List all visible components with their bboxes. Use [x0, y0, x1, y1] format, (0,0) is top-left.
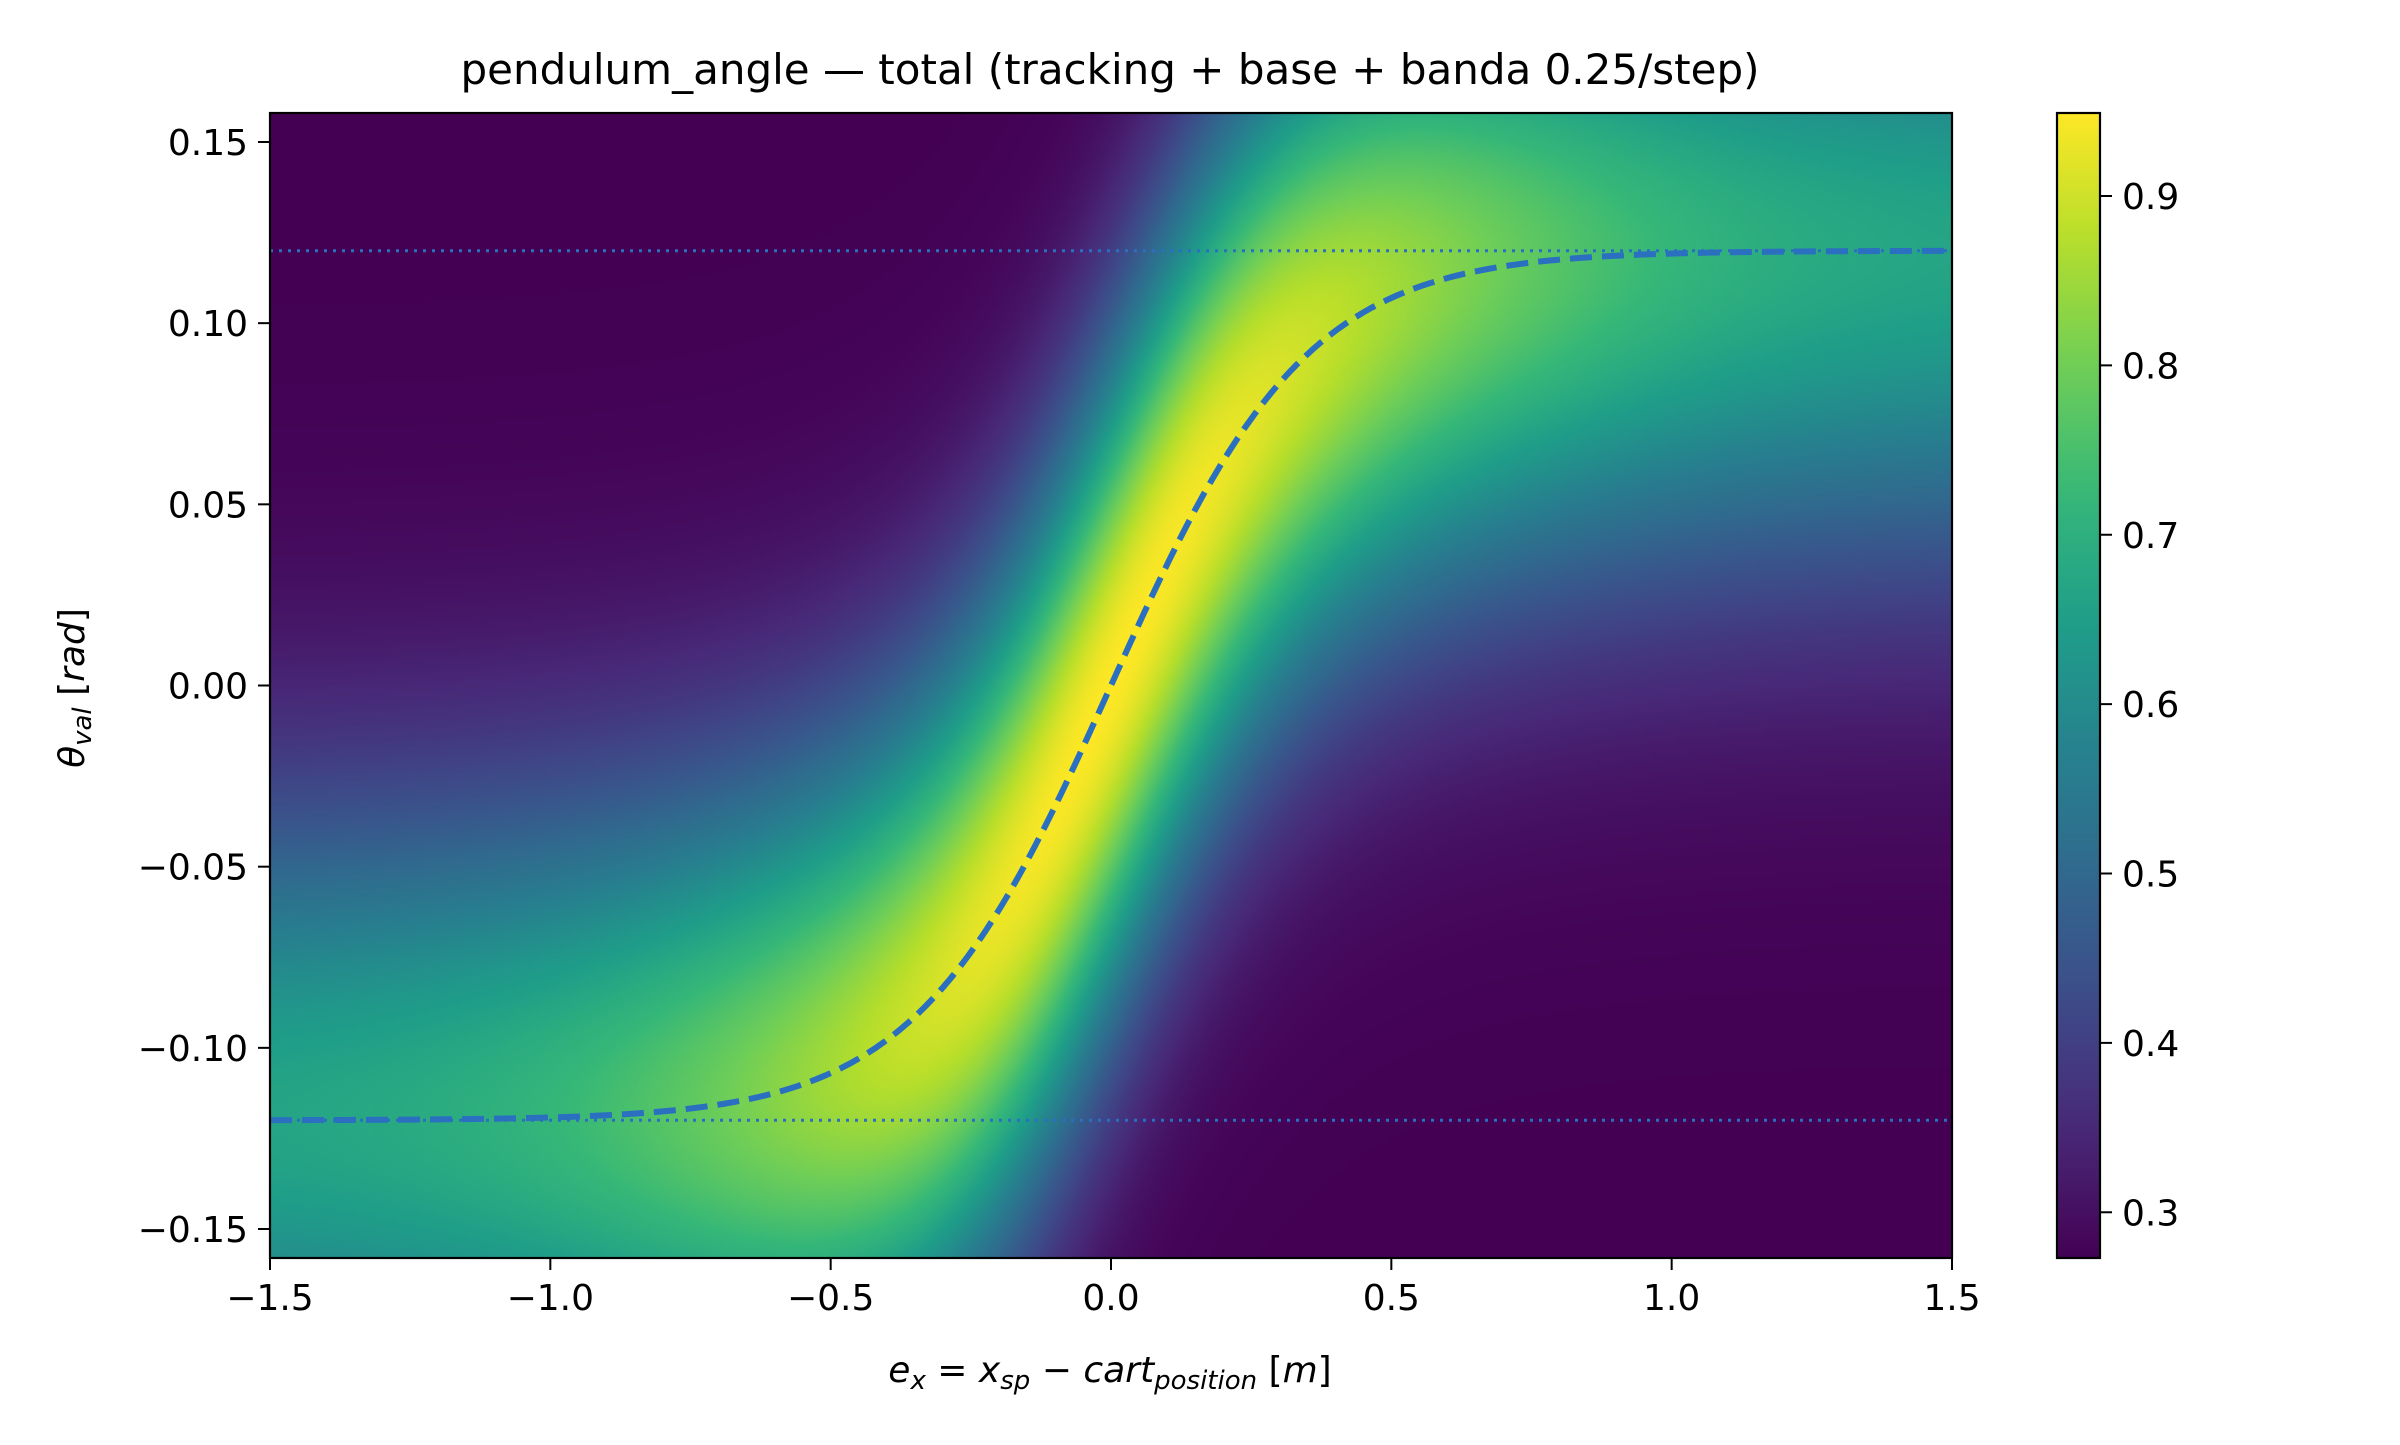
x-tick-label: 0.0	[1082, 1278, 1139, 1319]
plot-area: −1.5 −1.0 −0.5 0.0 0.5 1.0 1.5 −0.15 −0.10 −0.05 0…	[138, 111, 1981, 1319]
colorbar-tick-label: 0.3	[2122, 1193, 2179, 1234]
x-tick-label: −1.5	[226, 1278, 313, 1319]
x-tick-label: −1.0	[507, 1278, 594, 1319]
x-tick-label: −0.5	[787, 1278, 874, 1319]
colorbar-gradient	[2055, 111, 2102, 1260]
y-tick-label: 0.10	[168, 304, 248, 345]
y-tick-label: −0.05	[138, 848, 248, 889]
colorbar-tick-label: 0.6	[2122, 685, 2179, 726]
colorbar: 0.3 0.4 0.5 0.6 0.7 0.8 0.9	[2055, 111, 2179, 1260]
colorbar-tick-label: 0.4	[2122, 1024, 2179, 1065]
x-tick-label: 1.5	[1923, 1278, 1980, 1319]
y-tick-label: 0.00	[168, 667, 248, 708]
heatmap-surface	[270, 113, 1952, 1258]
chart-title: pendulum_angle — total (tracking + base …	[460, 45, 1759, 94]
x-axis-label: ex = xsp − cartposition [m]	[888, 1350, 1331, 1396]
colorbar-tick-label: 0.7	[2122, 516, 2179, 557]
ridge-line	[269, 247, 1953, 1124]
y-tick-label: 0.15	[168, 123, 248, 164]
y-axis-label: θval [rad]	[52, 608, 98, 768]
colorbar-tick-label: 0.8	[2122, 346, 2179, 387]
y-tick-label: −0.10	[138, 1029, 248, 1070]
x-tick-label: 0.5	[1363, 1278, 1420, 1319]
colorbar-tick-label: 0.9	[2122, 177, 2179, 218]
y-tick-label: −0.15	[138, 1210, 248, 1251]
colorbar-tick-label: 0.5	[2122, 855, 2179, 896]
y-tick-label: 0.05	[168, 485, 248, 526]
x-tick-label: 1.0	[1643, 1278, 1700, 1319]
